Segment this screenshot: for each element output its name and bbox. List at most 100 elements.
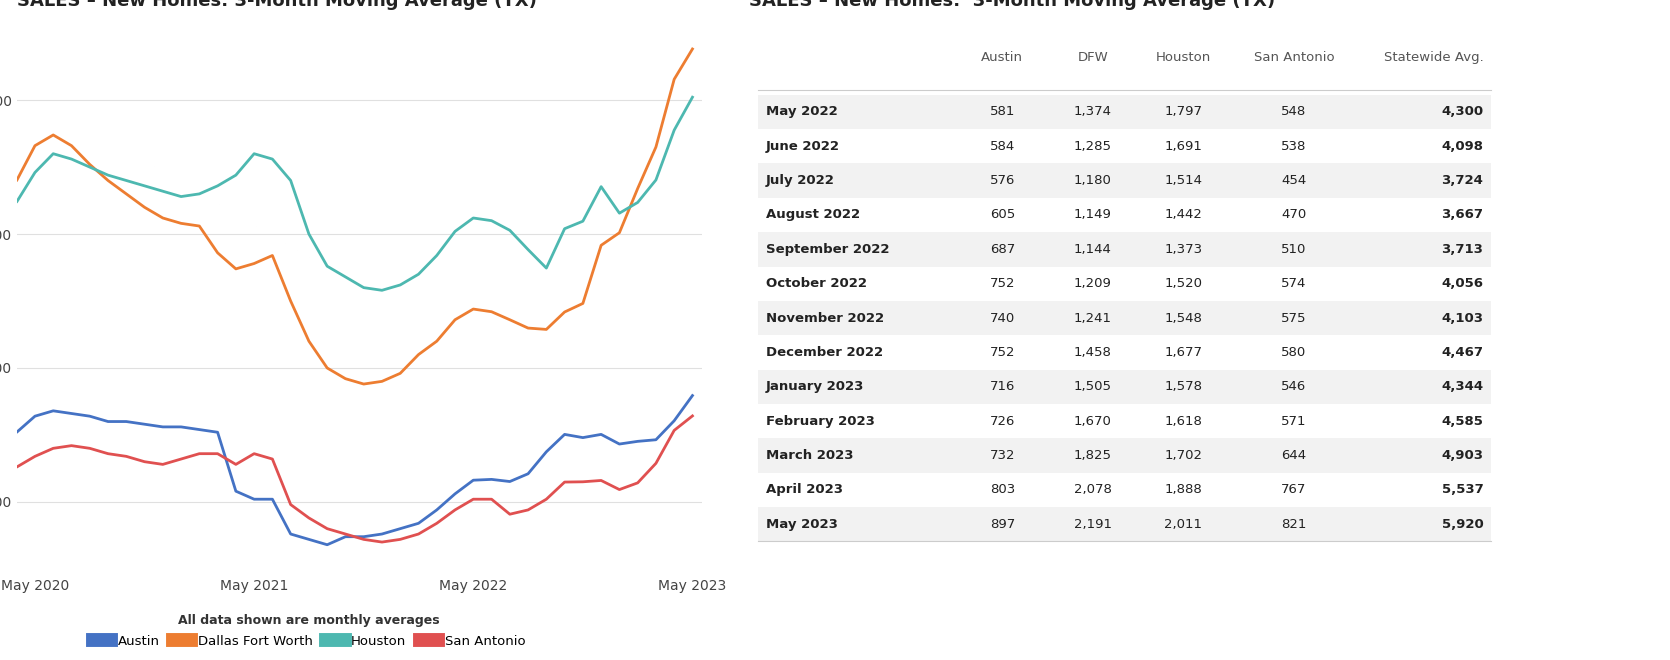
Text: 1,144: 1,144 xyxy=(1074,243,1112,256)
Text: 4,056: 4,056 xyxy=(1441,277,1483,290)
Text: 732: 732 xyxy=(990,449,1015,462)
Text: 454: 454 xyxy=(1281,174,1306,187)
Text: May 2022: May 2022 xyxy=(765,106,837,118)
Bar xyxy=(758,301,1491,335)
Text: 1,677: 1,677 xyxy=(1164,346,1202,359)
Text: 605: 605 xyxy=(990,209,1015,222)
Text: 574: 574 xyxy=(1281,277,1306,290)
Bar xyxy=(758,507,1491,541)
Text: 1,514: 1,514 xyxy=(1164,174,1202,187)
Text: 538: 538 xyxy=(1281,140,1306,152)
Text: 897: 897 xyxy=(990,518,1015,531)
Text: 5,920: 5,920 xyxy=(1441,518,1483,531)
Text: 4,098: 4,098 xyxy=(1441,140,1483,152)
Text: 752: 752 xyxy=(990,277,1015,290)
Text: 510: 510 xyxy=(1281,243,1306,256)
Text: April 2023: April 2023 xyxy=(765,483,843,496)
Text: 3,724: 3,724 xyxy=(1441,174,1483,187)
Text: 644: 644 xyxy=(1281,449,1306,462)
Text: 803: 803 xyxy=(990,483,1015,496)
Text: 1,209: 1,209 xyxy=(1074,277,1112,290)
Legend: Austin, Dallas Fort Worth, Houston, San Antonio: Austin, Dallas Fort Worth, Houston, San … xyxy=(87,630,531,653)
Bar xyxy=(758,404,1491,438)
Text: June 2022: June 2022 xyxy=(765,140,840,152)
Text: Austin: Austin xyxy=(982,51,1024,64)
Text: 1,458: 1,458 xyxy=(1074,346,1112,359)
Text: 1,888: 1,888 xyxy=(1164,483,1202,496)
Text: San Antonio: San Antonio xyxy=(1254,51,1334,64)
Text: 2,011: 2,011 xyxy=(1164,518,1202,531)
Text: 1,618: 1,618 xyxy=(1164,414,1202,428)
Bar xyxy=(758,232,1491,267)
Text: 470: 470 xyxy=(1281,209,1306,222)
Text: 3,713: 3,713 xyxy=(1441,243,1483,256)
Text: 1,505: 1,505 xyxy=(1074,380,1112,393)
Text: 1,797: 1,797 xyxy=(1164,106,1202,118)
Text: 1,285: 1,285 xyxy=(1074,140,1112,152)
Text: 4,585: 4,585 xyxy=(1441,414,1483,428)
Text: July 2022: July 2022 xyxy=(765,174,835,187)
Text: 4,300: 4,300 xyxy=(1441,106,1483,118)
Bar xyxy=(758,267,1491,301)
Text: 1,578: 1,578 xyxy=(1164,380,1202,393)
Text: Houston: Houston xyxy=(1156,51,1211,64)
Text: 571: 571 xyxy=(1281,414,1306,428)
Text: 1,691: 1,691 xyxy=(1164,140,1202,152)
Bar xyxy=(758,129,1491,164)
Text: 576: 576 xyxy=(990,174,1015,187)
Text: 1,149: 1,149 xyxy=(1074,209,1112,222)
Bar xyxy=(758,94,1491,129)
Text: 546: 546 xyxy=(1281,380,1306,393)
Text: 1,374: 1,374 xyxy=(1074,106,1112,118)
Text: 821: 821 xyxy=(1281,518,1306,531)
Text: January 2023: January 2023 xyxy=(765,380,863,393)
Bar xyxy=(758,473,1491,507)
Text: 580: 580 xyxy=(1281,346,1306,359)
Text: SALES – New Homes:  3-Month Moving Average (TX): SALES – New Homes: 3-Month Moving Averag… xyxy=(750,0,1276,10)
Text: 1,520: 1,520 xyxy=(1164,277,1202,290)
Text: 767: 767 xyxy=(1281,483,1306,496)
Text: 726: 726 xyxy=(990,414,1015,428)
Text: 740: 740 xyxy=(990,312,1015,325)
Text: December 2022: December 2022 xyxy=(765,346,883,359)
Text: 1,670: 1,670 xyxy=(1074,414,1112,428)
Text: SALES – New Homes: 3-Month Moving Average (TX): SALES – New Homes: 3-Month Moving Averag… xyxy=(17,0,536,10)
Text: 4,467: 4,467 xyxy=(1441,346,1483,359)
Text: 1,702: 1,702 xyxy=(1164,449,1202,462)
Text: DFW: DFW xyxy=(1077,51,1109,64)
Text: 3,667: 3,667 xyxy=(1441,209,1483,222)
Text: 1,825: 1,825 xyxy=(1074,449,1112,462)
Text: 752: 752 xyxy=(990,346,1015,359)
Text: February 2023: February 2023 xyxy=(765,414,875,428)
Text: 575: 575 xyxy=(1281,312,1306,325)
Text: 5,537: 5,537 xyxy=(1441,483,1483,496)
Text: 4,903: 4,903 xyxy=(1441,449,1483,462)
Bar xyxy=(758,335,1491,370)
Text: Statewide Avg.: Statewide Avg. xyxy=(1383,51,1483,64)
Text: 1,548: 1,548 xyxy=(1164,312,1202,325)
Text: 1,373: 1,373 xyxy=(1164,243,1202,256)
Text: 1,241: 1,241 xyxy=(1074,312,1112,325)
Bar xyxy=(758,164,1491,198)
Text: All data shown are monthly averages: All data shown are monthly averages xyxy=(179,614,439,627)
Bar xyxy=(758,198,1491,232)
Bar xyxy=(758,438,1491,473)
Text: May 2023: May 2023 xyxy=(765,518,837,531)
Text: October 2022: October 2022 xyxy=(765,277,867,290)
Text: 1,180: 1,180 xyxy=(1074,174,1112,187)
Text: November 2022: November 2022 xyxy=(765,312,883,325)
Text: 1,442: 1,442 xyxy=(1164,209,1202,222)
Text: September 2022: September 2022 xyxy=(765,243,888,256)
Text: 4,344: 4,344 xyxy=(1441,380,1483,393)
Text: 548: 548 xyxy=(1281,106,1306,118)
Bar xyxy=(758,370,1491,404)
Text: March 2023: March 2023 xyxy=(765,449,853,462)
Text: 4,103: 4,103 xyxy=(1441,312,1483,325)
Text: 687: 687 xyxy=(990,243,1015,256)
Text: 584: 584 xyxy=(990,140,1015,152)
Text: 581: 581 xyxy=(990,106,1015,118)
Text: 2,191: 2,191 xyxy=(1074,518,1112,531)
Text: August 2022: August 2022 xyxy=(765,209,860,222)
Text: 716: 716 xyxy=(990,380,1015,393)
Text: 2,078: 2,078 xyxy=(1074,483,1112,496)
